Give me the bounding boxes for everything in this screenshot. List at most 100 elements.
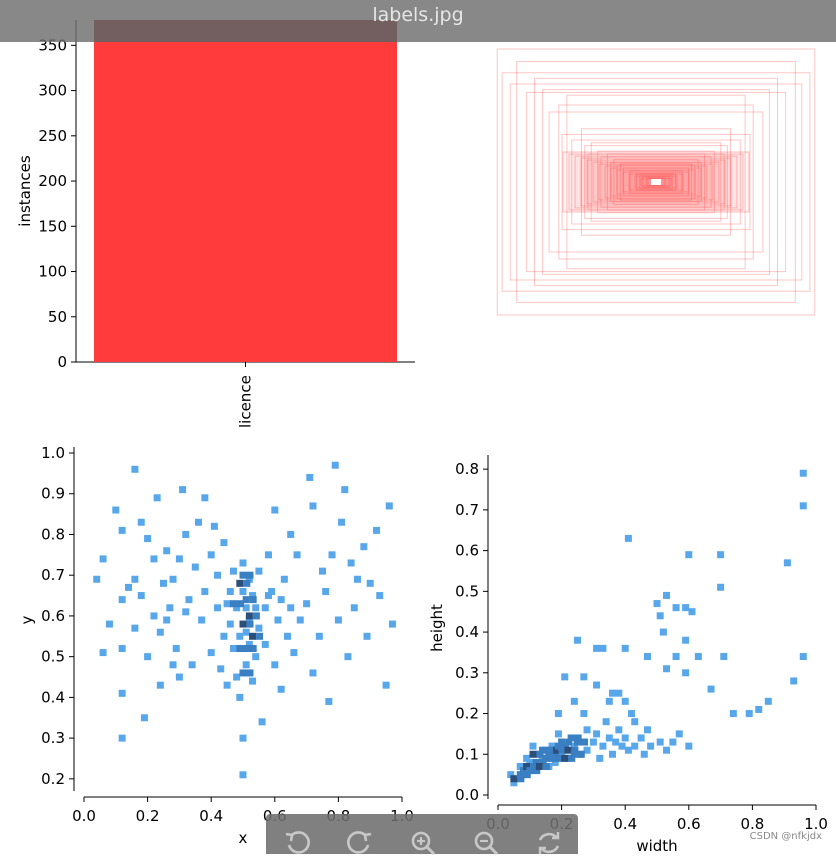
hist-cell-dense: [246, 669, 254, 677]
bounding-box: [639, 174, 673, 190]
hist-cell: [160, 579, 167, 587]
xy-histogram: 0.00.20.40.60.81.00.20.30.40.50.60.70.80…: [18, 444, 414, 847]
bounding-box: [645, 177, 667, 187]
bounding-box: [571, 139, 741, 225]
hist-cell: [188, 661, 196, 669]
bounding-box: [613, 159, 699, 205]
hist-cell: [621, 734, 629, 742]
hist-cell: [322, 587, 330, 595]
hist-cell: [309, 502, 317, 510]
hist-cell-dense: [574, 734, 582, 742]
hist-cell: [717, 583, 725, 591]
hist-cell: [643, 726, 651, 734]
hist-cell-dense: [571, 746, 579, 754]
hist-cell: [510, 779, 518, 787]
y-tick-label: 0.4: [455, 623, 479, 641]
hist-cell: [226, 620, 234, 628]
hist-cell: [647, 742, 655, 750]
zoom-out-icon[interactable]: [471, 828, 501, 858]
bounding-box: [584, 145, 728, 219]
hist-cell: [245, 575, 253, 583]
x-tick-label: 0.8: [740, 815, 764, 833]
y-tick-label: 1.0: [41, 444, 65, 462]
bounding-box: [636, 173, 676, 191]
rotate-left-icon[interactable]: [282, 828, 312, 858]
hist-cell: [303, 600, 311, 608]
hist-cell-dense: [533, 767, 541, 775]
hist-cell: [220, 539, 228, 547]
hist-cell: [239, 771, 247, 779]
zoom-in-icon[interactable]: [408, 828, 438, 858]
hist-cell: [643, 653, 651, 661]
y-tick-label: 50: [48, 308, 67, 326]
hist-cell: [156, 628, 164, 636]
hist-cell: [688, 608, 696, 616]
hist-cell: [799, 502, 807, 510]
hist-cell: [523, 754, 531, 762]
y-tick-label: 100: [38, 263, 67, 281]
x-tick-label: 1.0: [804, 815, 828, 833]
y-tick-label: 0.8: [41, 525, 65, 543]
hist-cell-dense: [256, 632, 264, 640]
hist-cell: [331, 461, 339, 469]
hist-cell: [99, 555, 107, 563]
hist-cell-dense: [523, 771, 531, 779]
hist-cell: [198, 616, 206, 624]
hist-cell: [382, 681, 390, 689]
bounding-box: [616, 164, 696, 200]
hist-cell: [207, 649, 215, 657]
hist-cell: [264, 592, 272, 600]
y-tick-label: 0: [57, 353, 67, 371]
hist-cell: [166, 604, 174, 612]
hist-cell: [169, 661, 177, 669]
hist-cell: [669, 738, 677, 746]
bar-licence: [94, 20, 397, 362]
hist-cell: [137, 592, 145, 600]
y-tick-label: 250: [38, 127, 67, 145]
hist-cell: [720, 653, 728, 661]
hist-cell: [175, 673, 183, 681]
hist-cell: [290, 649, 298, 657]
hist-cell: [255, 624, 263, 632]
hist-cell: [672, 604, 680, 612]
hist-cell-dense: [581, 738, 588, 746]
y-axis-label: instances: [16, 155, 34, 227]
hist-cell-dense: [239, 669, 247, 677]
hist-cell: [207, 551, 215, 559]
hist-cell-dense: [536, 750, 544, 758]
hist-cell: [596, 754, 604, 762]
hist-cell: [615, 726, 623, 734]
hist-cell: [118, 596, 126, 604]
bounding-box: [647, 178, 665, 186]
hist-cell: [277, 685, 285, 693]
box-center: [651, 179, 661, 185]
bounding-box: [629, 170, 683, 194]
hist-cell: [593, 681, 601, 689]
hist-cell-dense: [249, 632, 257, 640]
hist-cell-dense: [229, 600, 237, 608]
hist-cell-dense: [239, 620, 247, 628]
hist-cell: [663, 665, 671, 673]
hist-cell: [261, 604, 269, 612]
hist-cell: [131, 575, 139, 583]
bounding-box: [509, 83, 803, 281]
bounding-box: [619, 163, 693, 201]
hist-cell: [140, 714, 148, 722]
hist-cell: [296, 616, 304, 624]
hist-cell: [764, 697, 772, 705]
y-tick-label: 0.8: [455, 460, 479, 478]
x-tick-label: 0.4: [613, 815, 637, 833]
refresh-icon[interactable]: [534, 828, 564, 858]
hist-cell: [144, 653, 152, 661]
hist-cell: [580, 673, 588, 681]
hist-cell: [334, 616, 342, 624]
hist-cell: [682, 604, 690, 612]
hist-cell: [615, 689, 623, 697]
y-tick-label: 0.6: [41, 607, 65, 625]
rotate-right-icon[interactable]: [345, 828, 375, 858]
hist-cell-dense: [243, 645, 251, 653]
hist-cell: [548, 742, 556, 750]
hist-cell: [799, 653, 807, 661]
hist-cell: [258, 718, 266, 726]
